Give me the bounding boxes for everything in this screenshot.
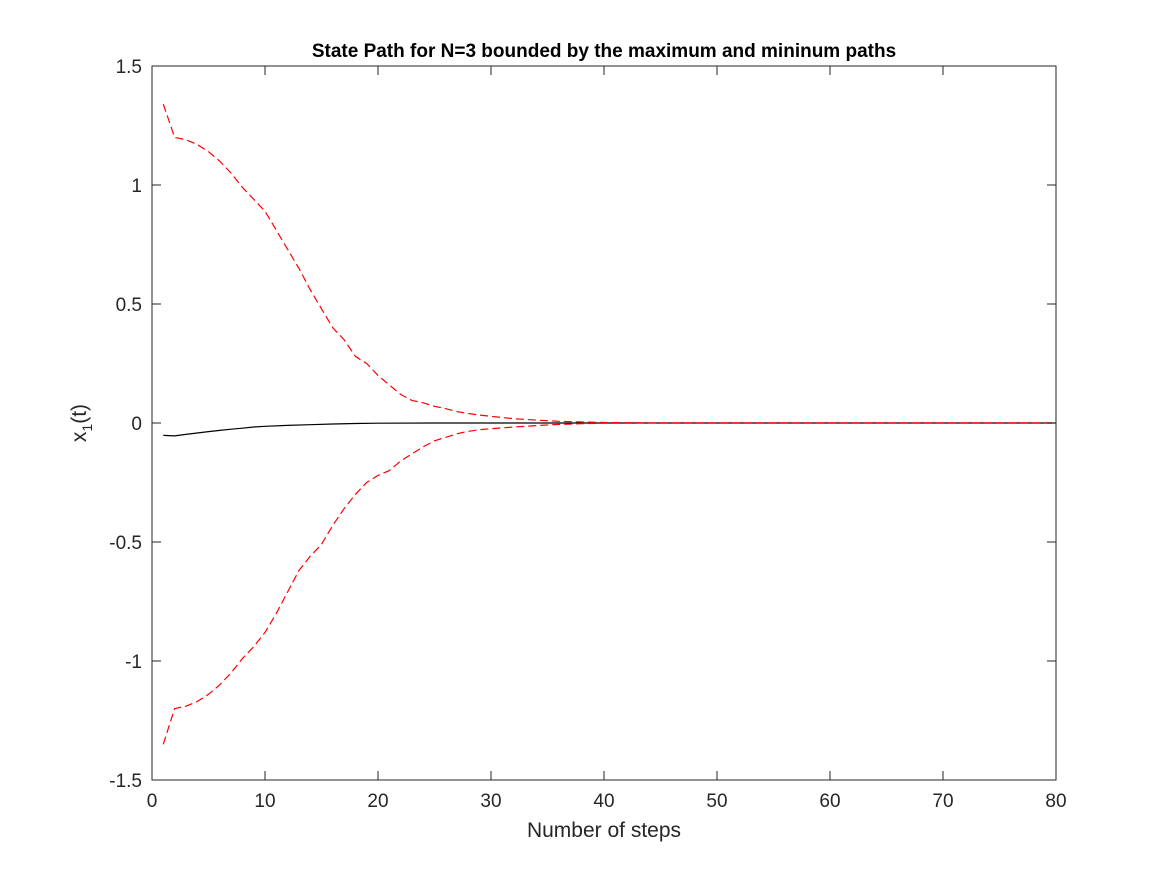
plot-area: 0 10 20 30 40 50 60 70 80 1.5 1 0.5 0 -0.5 -1 -1.5 <box>109 57 1066 812</box>
y-axis-label-suffix: (t) <box>68 404 91 424</box>
y-axis-label-subscript: 1 <box>79 424 95 432</box>
series-layer <box>162 103 1056 745</box>
x-tick-label: 60 <box>819 791 840 812</box>
x-tick-label: 0 <box>147 791 158 812</box>
chart-title: State Path for N=3 bounded by the maximu… <box>312 41 896 62</box>
y-tick-label: 0.5 <box>116 295 142 316</box>
x-axis-label: Number of steps <box>527 819 681 842</box>
y-tick-label: 0 <box>131 414 142 435</box>
series-line-2-dashed <box>162 103 1056 424</box>
x-tick-label: 40 <box>593 791 614 812</box>
y-tick-label: -1.5 <box>109 771 142 792</box>
series-line-3-dashed <box>162 422 1056 745</box>
y-tick-label: -1 <box>125 652 142 673</box>
x-tick-label: 50 <box>706 791 727 812</box>
y-axis-label-base: x <box>68 431 91 442</box>
x-tick-label: 30 <box>480 791 501 812</box>
x-tick-label: 80 <box>1045 791 1066 812</box>
y-axis-label: x1(t) <box>68 404 95 442</box>
y-tick-label: -0.5 <box>109 533 142 554</box>
tick-layer: 0 10 20 30 40 50 60 70 80 1.5 1 0.5 0 -0.5 -1 -1.5 <box>109 57 1066 812</box>
x-tick-label: 10 <box>254 791 275 812</box>
y-tick-label: 1.5 <box>116 57 142 78</box>
y-tick-label: 1 <box>131 176 142 197</box>
x-tick-label: 70 <box>932 791 953 812</box>
x-tick-label: 20 <box>367 791 388 812</box>
